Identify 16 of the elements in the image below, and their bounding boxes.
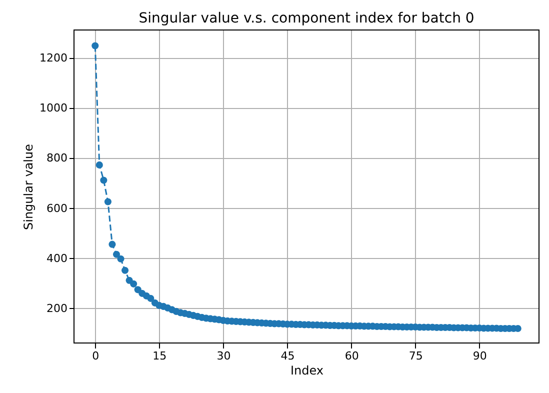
y-tick-label: 800 xyxy=(46,152,68,165)
x-tick-label: 15 xyxy=(152,350,167,362)
y-tick-label: 1000 xyxy=(40,102,68,115)
y-tick-label: 600 xyxy=(46,202,68,215)
y-tick-label: 1200 xyxy=(40,52,68,65)
x-axis-title: Index xyxy=(290,364,324,378)
y-tick-label: 200 xyxy=(46,302,68,315)
x-tick-label: 90 xyxy=(472,350,487,362)
x-tick-label: 30 xyxy=(216,350,231,362)
chart-title: Singular value v.s. component index for batch 0 xyxy=(138,10,474,26)
y-tick-label: 400 xyxy=(46,252,68,265)
x-tick-label: 45 xyxy=(280,350,295,362)
x-tick-label: 75 xyxy=(408,350,423,362)
y-axis-title: Singular value xyxy=(22,144,36,230)
x-tick-label: 0 xyxy=(92,350,100,362)
x-tick-label: 60 xyxy=(344,350,359,362)
